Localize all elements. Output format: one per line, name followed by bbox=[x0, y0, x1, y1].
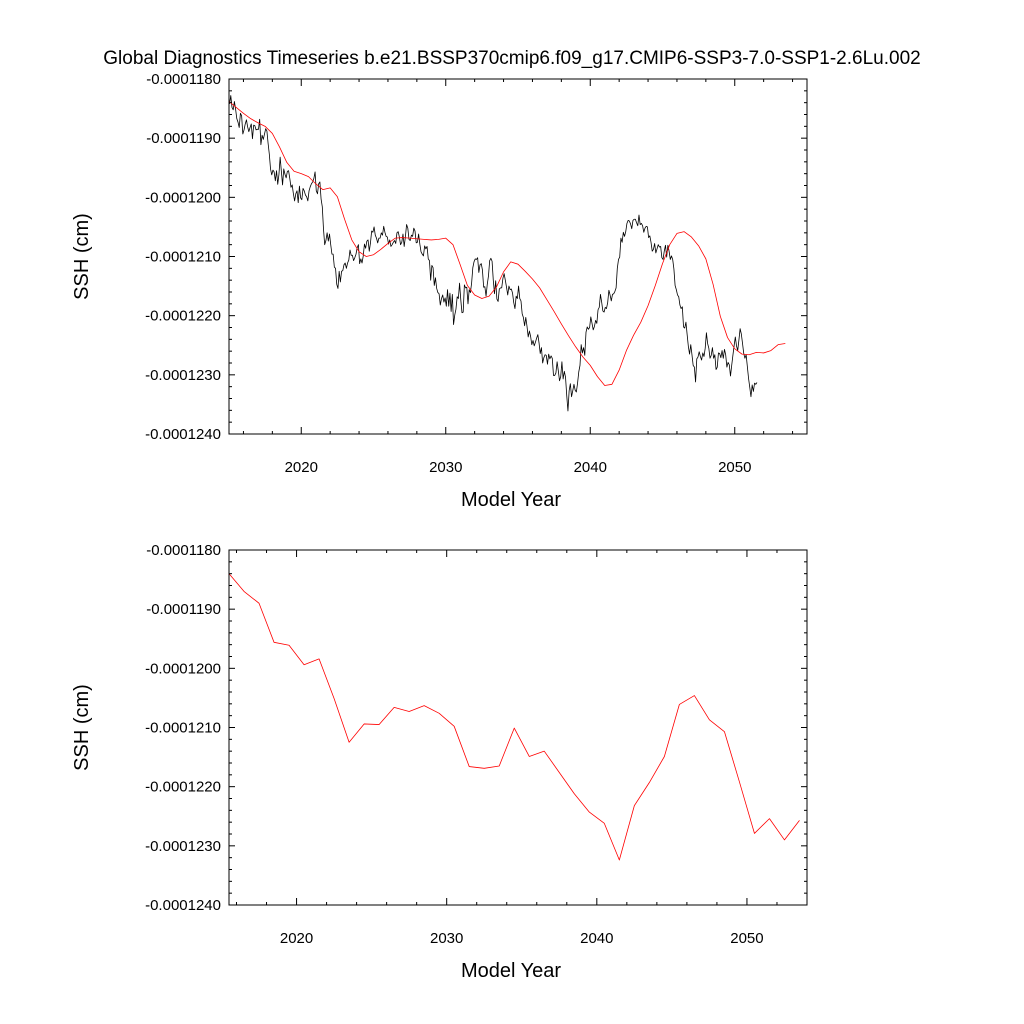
figure-title: Global Diagnostics Timeseries b.e21.BSSP… bbox=[103, 48, 920, 69]
bottom-x-axis-label: Model Year bbox=[461, 960, 561, 982]
x-tick-label: 2020 bbox=[280, 930, 313, 947]
bottom-series-layer bbox=[228, 573, 800, 861]
y-tick-label: -0.0001230 bbox=[145, 838, 221, 855]
y-tick-label: -0.0001230 bbox=[145, 367, 221, 384]
y-tick-label: -0.0001190 bbox=[146, 601, 221, 618]
series-monthly-line bbox=[229, 95, 758, 412]
top-panel: -0.0001240 -0.0001230 -0.0001220 -0.0001210… bbox=[71, 71, 808, 511]
top-x-axis-label: Model Year bbox=[461, 489, 561, 511]
y-tick-label: -0.0001180 bbox=[146, 542, 221, 559]
series-annual-line bbox=[228, 573, 800, 861]
bottom-panel: -0.0001240 -0.0001230 -0.0001220 -0.0001210… bbox=[71, 542, 808, 982]
y-tick-label: -0.0001220 bbox=[145, 308, 221, 325]
top-y-axis-label: SSH (cm) bbox=[71, 213, 93, 300]
x-tick-label: 2050 bbox=[730, 930, 763, 947]
y-tick-label: -0.0001220 bbox=[145, 779, 221, 796]
x-tick-label: 2030 bbox=[430, 930, 463, 947]
top-ticks-layer: -0.0001240 -0.0001230 -0.0001220 -0.0001210… bbox=[145, 71, 807, 476]
series-smoothed-line bbox=[228, 101, 786, 386]
y-tick-label: -0.0001210 bbox=[145, 249, 221, 266]
x-tick-label: 2050 bbox=[718, 459, 751, 476]
x-tick-label: 2030 bbox=[429, 459, 462, 476]
y-tick-label: -0.0001190 bbox=[146, 130, 221, 147]
y-tick-label: -0.0001210 bbox=[145, 720, 221, 737]
x-tick-label: 2020 bbox=[285, 459, 318, 476]
y-tick-label: -0.0001240 bbox=[145, 426, 221, 443]
y-tick-label: -0.0001240 bbox=[145, 897, 221, 914]
top-plot-frame bbox=[228, 78, 808, 435]
bottom-ticks-layer: -0.0001240 -0.0001230 -0.0001220 -0.0001210… bbox=[145, 542, 808, 947]
top-series-layer bbox=[228, 95, 786, 412]
bottom-plot-frame bbox=[228, 549, 808, 906]
y-tick-label: -0.0001200 bbox=[145, 660, 221, 677]
x-tick-label: 2040 bbox=[574, 459, 607, 476]
y-tick-label: -0.0001180 bbox=[146, 71, 221, 88]
bottom-y-axis-label: SSH (cm) bbox=[71, 684, 93, 771]
x-tick-label: 2040 bbox=[580, 930, 613, 947]
y-tick-label: -0.0001200 bbox=[145, 189, 221, 206]
